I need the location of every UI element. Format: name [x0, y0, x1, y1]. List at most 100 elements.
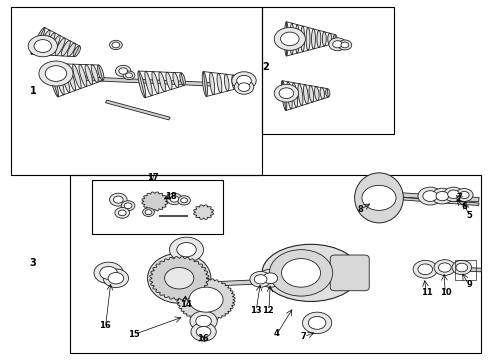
Ellipse shape: [290, 23, 294, 55]
Circle shape: [282, 258, 320, 287]
Circle shape: [338, 40, 352, 50]
Ellipse shape: [306, 27, 310, 50]
Text: 16: 16: [99, 321, 111, 330]
Text: 10: 10: [440, 288, 452, 297]
Ellipse shape: [147, 253, 211, 303]
Circle shape: [456, 189, 473, 202]
Circle shape: [189, 287, 223, 312]
Ellipse shape: [67, 43, 75, 56]
Ellipse shape: [285, 22, 288, 56]
Bar: [262, 7, 393, 134]
Bar: [425, 266, 482, 272]
Circle shape: [190, 311, 217, 331]
Ellipse shape: [48, 63, 58, 97]
Polygon shape: [177, 278, 235, 321]
Circle shape: [118, 210, 126, 216]
Ellipse shape: [54, 64, 64, 95]
Circle shape: [308, 316, 326, 329]
Text: 3: 3: [30, 258, 36, 268]
Ellipse shape: [328, 33, 332, 45]
Text: 9: 9: [466, 280, 472, 289]
Ellipse shape: [73, 64, 81, 89]
Ellipse shape: [173, 72, 179, 87]
Text: 14: 14: [180, 300, 192, 309]
Ellipse shape: [281, 81, 287, 111]
Bar: [70, 175, 481, 353]
Ellipse shape: [210, 72, 215, 95]
Text: 4: 4: [274, 329, 280, 338]
Circle shape: [329, 38, 346, 51]
Text: 13: 13: [250, 306, 262, 315]
Text: 12: 12: [263, 306, 274, 315]
Ellipse shape: [293, 83, 297, 107]
Bar: [84, 77, 211, 86]
Circle shape: [254, 275, 267, 284]
Circle shape: [436, 192, 449, 201]
Ellipse shape: [317, 30, 321, 48]
Circle shape: [167, 193, 182, 204]
Ellipse shape: [60, 64, 70, 93]
Circle shape: [460, 192, 469, 199]
Ellipse shape: [180, 73, 185, 85]
Ellipse shape: [312, 29, 316, 49]
Circle shape: [448, 190, 460, 199]
Text: 6: 6: [461, 202, 467, 211]
Ellipse shape: [301, 26, 305, 52]
Circle shape: [34, 40, 51, 53]
Text: 18: 18: [165, 192, 177, 201]
Ellipse shape: [159, 72, 166, 91]
Ellipse shape: [309, 86, 314, 102]
Circle shape: [143, 208, 154, 216]
Circle shape: [124, 203, 132, 208]
Circle shape: [114, 196, 123, 203]
Circle shape: [279, 88, 294, 99]
Circle shape: [145, 210, 152, 215]
Text: 17: 17: [147, 173, 158, 182]
Circle shape: [238, 83, 250, 91]
Ellipse shape: [73, 46, 80, 57]
Text: 5: 5: [466, 211, 472, 220]
Ellipse shape: [49, 35, 60, 55]
Ellipse shape: [287, 82, 292, 109]
Ellipse shape: [239, 76, 244, 87]
Circle shape: [444, 187, 463, 202]
Circle shape: [196, 315, 211, 327]
Ellipse shape: [333, 35, 337, 43]
Text: 1: 1: [30, 86, 36, 96]
Ellipse shape: [295, 24, 299, 53]
Text: 2: 2: [263, 63, 270, 72]
Ellipse shape: [98, 65, 104, 80]
Ellipse shape: [303, 85, 308, 104]
Circle shape: [270, 249, 333, 296]
Circle shape: [177, 243, 196, 257]
Ellipse shape: [355, 173, 403, 223]
Circle shape: [413, 260, 438, 278]
Ellipse shape: [232, 75, 236, 89]
Ellipse shape: [315, 87, 319, 100]
Text: 7: 7: [300, 332, 306, 341]
Ellipse shape: [325, 89, 330, 97]
Ellipse shape: [67, 64, 75, 91]
Ellipse shape: [152, 72, 159, 94]
Ellipse shape: [61, 41, 70, 56]
Circle shape: [432, 188, 453, 204]
Ellipse shape: [217, 73, 222, 93]
Ellipse shape: [55, 38, 65, 56]
Ellipse shape: [202, 72, 207, 96]
Circle shape: [28, 35, 57, 57]
Ellipse shape: [138, 71, 146, 98]
Circle shape: [456, 263, 467, 272]
Bar: [92, 180, 223, 234]
Ellipse shape: [224, 74, 229, 91]
FancyBboxPatch shape: [330, 255, 369, 291]
Circle shape: [170, 196, 179, 202]
Circle shape: [100, 266, 117, 279]
Circle shape: [125, 73, 132, 78]
Bar: [455, 260, 476, 280]
Ellipse shape: [298, 84, 303, 105]
Circle shape: [121, 201, 135, 211]
Ellipse shape: [262, 244, 360, 301]
Ellipse shape: [320, 87, 324, 99]
Circle shape: [170, 237, 203, 262]
Circle shape: [196, 327, 211, 337]
